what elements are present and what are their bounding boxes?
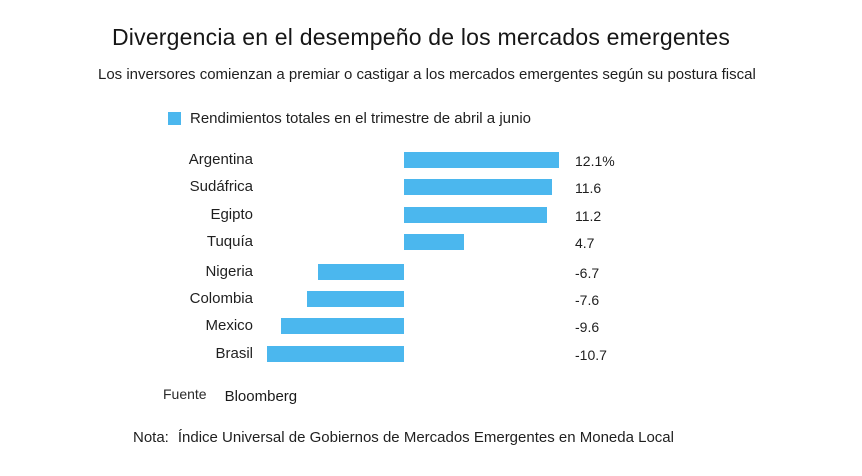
legend-label: Rendimientos totales en el trimestre de … — [190, 110, 532, 127]
bar-value-argentina: 12.1% — [575, 153, 615, 169]
bar-value-mexico: -9.6 — [575, 319, 600, 335]
source-row: Fuente Bloomberg — [163, 386, 298, 405]
bar-mexico — [281, 318, 404, 334]
bar-value-brasil: -10.7 — [575, 347, 607, 363]
bar-value-nigeria: -6.7 — [575, 265, 600, 281]
bar-sudafrica — [404, 179, 552, 195]
note-row: Nota: Índice Universal de Gobiernos de Me… — [133, 429, 674, 446]
bar-label-tuquia: Tuquía — [206, 233, 253, 250]
bar-chart: Argentina 12.1% Sudáfrica 11.6 Egipto 11.2 Tuq… — [0, 151, 862, 367]
bar-value-tuquia: 4.7 — [575, 235, 595, 251]
bar-tuquia — [404, 234, 464, 250]
legend-swatch-icon — [168, 112, 181, 125]
chart-title: Divergencia en el desempeño de los merca… — [112, 24, 731, 50]
bar-label-mexico: Mexico — [205, 317, 253, 334]
bar-colombia — [307, 291, 404, 307]
bar-value-colombia: -7.6 — [575, 292, 600, 308]
bar-brasil — [267, 346, 404, 362]
chart-subtitle: Los inversores comienzan a premiar o cas… — [98, 66, 756, 83]
bar-label-brasil: Brasil — [215, 345, 253, 362]
bar-label-nigeria: Nigeria — [205, 263, 253, 280]
bar-label-sudafrica: Sudáfrica — [189, 178, 253, 195]
bar-label-argentina: Argentina — [188, 151, 253, 168]
bar-value-sudafrica: 11.6 — [575, 180, 602, 196]
source-value: Bloomberg — [224, 388, 298, 405]
bar-label-egipto: Egipto — [210, 206, 253, 223]
note-label: Nota: — [133, 429, 169, 446]
bar-nigeria — [318, 264, 404, 280]
bar-egipto — [404, 207, 547, 223]
legend: Rendimientos totales en el trimestre de … — [168, 110, 531, 127]
note-text: Índice Universal de Gobiernos de Mercado… — [177, 429, 674, 446]
bar-value-egipto: 11.2 — [575, 208, 602, 224]
bar-argentina — [404, 152, 559, 168]
bar-label-colombia: Colombia — [189, 290, 253, 307]
source-label: Fuente — [163, 386, 207, 402]
